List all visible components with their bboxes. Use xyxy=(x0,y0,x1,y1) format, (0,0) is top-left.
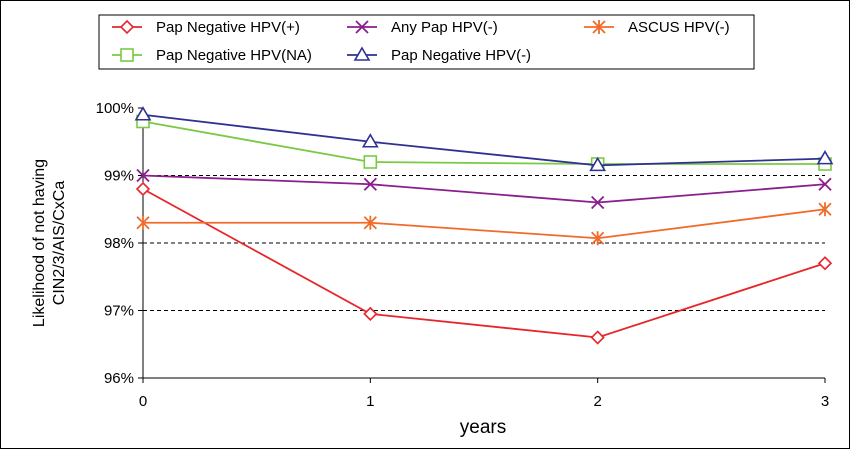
legend-item-2: ASCUS HPV(-) xyxy=(584,19,730,36)
series-line-3 xyxy=(142,120,825,165)
legend-marker-4 xyxy=(353,46,371,61)
y-axis-label-line-1: Likelihood of not having xyxy=(31,159,48,327)
series-1-point-1 xyxy=(363,177,377,191)
legend-item-1: Any Pap HPV(-) xyxy=(347,19,498,36)
grid-lines xyxy=(143,175,825,311)
series-0 xyxy=(135,181,833,345)
x-tick-label-2: 2 xyxy=(593,393,601,410)
x-axis-label: years xyxy=(460,417,506,438)
legend-box xyxy=(98,14,755,70)
legend-item-3: Pap Negative HPV(NA) xyxy=(112,47,312,64)
series-1-point-2 xyxy=(591,195,605,210)
series-4-point-2 xyxy=(589,156,607,172)
legend-marker-1 xyxy=(355,20,369,34)
series-4 xyxy=(134,106,834,172)
series-4-point-3 xyxy=(816,150,834,165)
series-group xyxy=(134,106,834,345)
series-4-point-0 xyxy=(134,106,152,121)
series-line-2 xyxy=(143,208,826,240)
x-tick-label-3: 3 xyxy=(821,393,829,410)
series-2-point-2 xyxy=(591,231,605,246)
y-tick-label-4: 100% xyxy=(96,100,134,117)
series-4-point-1 xyxy=(361,133,379,148)
y-tick-label-3: 99% xyxy=(104,168,134,185)
legend-item-0: Pap Negative HPV(+) xyxy=(112,19,300,36)
series-0-point-2 xyxy=(590,330,605,345)
y-tick-label-0: 96% xyxy=(104,370,134,387)
series-3-point-1 xyxy=(363,155,378,169)
series-line-4 xyxy=(142,113,826,167)
series-1-point-3 xyxy=(818,177,832,191)
series-1 xyxy=(136,168,832,210)
legend-item-4: Pap Negative HPV(-) xyxy=(347,46,531,64)
axes: 96% 97% 98% 99% 100% 0 1 2 3 xyxy=(96,100,830,410)
x-tick-label-1: 1 xyxy=(366,393,374,410)
y-axis-label-line-2: CIN2/3/AIS/CxCa xyxy=(51,181,68,306)
series-2 xyxy=(136,202,832,246)
series-2-point-1 xyxy=(363,215,377,230)
legend-label-2: ASCUS HPV(-) xyxy=(628,19,730,36)
series-1-point-0 xyxy=(136,168,150,183)
legend-marker-3 xyxy=(120,48,134,62)
series-2-point-3 xyxy=(818,202,832,217)
legend-marker-0 xyxy=(119,19,135,35)
legend-label-3: Pap Negative HPV(NA) xyxy=(156,47,312,64)
series-2-point-0 xyxy=(136,215,150,230)
series-0-point-0 xyxy=(135,181,151,197)
series-line-0 xyxy=(142,188,826,339)
legend: Pap Negative HPV(+) Any Pap HPV(-) ASCUS H… xyxy=(98,14,755,70)
y-tick-label-1: 97% xyxy=(104,303,134,320)
series-0-point-1 xyxy=(363,306,378,322)
legend-label-4: Pap Negative HPV(-) xyxy=(391,47,531,64)
legend-label-1: Any Pap HPV(-) xyxy=(391,19,498,36)
y-tick-label-2: 98% xyxy=(104,235,134,252)
legend-marker-2 xyxy=(592,20,606,34)
series-line-1 xyxy=(142,174,826,204)
series-0-point-3 xyxy=(817,256,833,271)
legend-label-0: Pap Negative HPV(+) xyxy=(156,19,300,36)
x-tick-label-0: 0 xyxy=(139,393,147,410)
